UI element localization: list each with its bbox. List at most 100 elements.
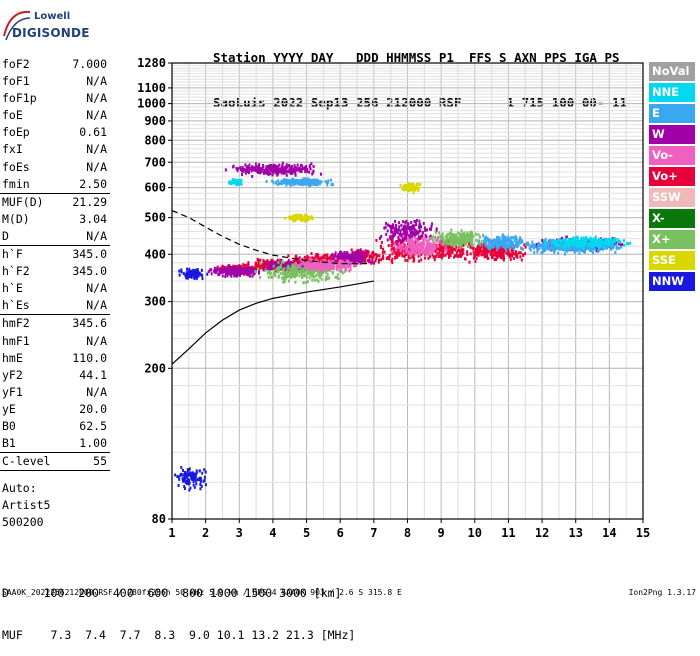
echo-point: [408, 240, 410, 243]
y-tick-label: 1000: [137, 97, 166, 111]
echo-point: [458, 239, 460, 242]
echo-point: [565, 243, 567, 246]
echo-point: [392, 226, 394, 229]
x-tick-label: 10: [468, 526, 482, 540]
echo-point: [288, 280, 290, 283]
echo-point: [301, 272, 303, 275]
echo-point: [299, 214, 301, 217]
echo-point: [486, 254, 488, 257]
echo-point: [442, 237, 444, 240]
echo-point: [409, 187, 411, 190]
echo-point: [309, 265, 311, 268]
echo-point: [278, 266, 280, 269]
echo-point: [541, 239, 543, 242]
echo-point: [395, 224, 397, 227]
echo-point: [430, 228, 432, 231]
echo-point: [418, 251, 420, 254]
x-tick-label: 13: [568, 526, 582, 540]
echo-point: [451, 238, 453, 241]
echo-point: [302, 262, 304, 265]
echo-point: [187, 275, 189, 278]
echo-point: [294, 281, 296, 284]
echo-point: [604, 238, 606, 241]
echo-point: [281, 181, 283, 184]
echo-point: [583, 242, 585, 245]
echo-point: [300, 168, 302, 171]
echo-point: [261, 167, 263, 170]
echo-point: [455, 245, 457, 248]
echo-point: [568, 246, 570, 249]
echo-point: [584, 246, 586, 249]
echo-point: [400, 249, 402, 252]
echo-point: [238, 179, 240, 182]
echo-point: [520, 241, 522, 244]
echo-point: [349, 265, 351, 268]
echo-point: [416, 183, 418, 186]
echo-point: [398, 228, 400, 231]
echo-point: [262, 259, 264, 262]
echo-point: [288, 182, 290, 185]
echo-point: [229, 270, 231, 273]
echo-point: [390, 231, 392, 234]
echo-point: [295, 174, 297, 177]
echo-point: [320, 180, 322, 183]
echo-point: [481, 240, 483, 243]
echo-point: [275, 171, 277, 174]
echo-point: [447, 233, 449, 236]
echo-point: [455, 248, 457, 251]
echo-point: [502, 252, 504, 255]
echo-point: [320, 264, 322, 267]
echo-point: [283, 277, 285, 280]
echo-point: [197, 268, 199, 271]
echo-point: [308, 181, 310, 184]
echo-point: [277, 261, 279, 264]
echo-point: [251, 270, 253, 273]
echo-point: [450, 243, 452, 246]
echo-point: [503, 242, 505, 245]
echo-point: [378, 254, 380, 257]
echo-point: [403, 252, 405, 255]
echo-point: [301, 179, 303, 182]
echo-point: [597, 245, 599, 248]
echo-point: [290, 276, 292, 279]
echo-point: [200, 477, 202, 480]
echo-point: [249, 167, 251, 170]
echo-point: [356, 254, 358, 257]
echo-point: [304, 266, 306, 269]
echo-point: [572, 248, 574, 251]
echo-point: [508, 242, 510, 245]
echo-point: [203, 468, 205, 471]
echo-point: [284, 166, 286, 169]
echo-point: [305, 168, 307, 171]
echo-point: [411, 243, 413, 246]
echo-point: [407, 237, 409, 240]
echo-point: [227, 267, 229, 270]
echo-point: [265, 269, 267, 272]
echo-point: [514, 244, 516, 247]
echo-point: [187, 478, 189, 481]
echo-point: [184, 472, 186, 475]
echo-point: [435, 250, 437, 253]
echo-point: [206, 273, 208, 276]
echo-point: [421, 234, 423, 237]
echo-point: [383, 227, 385, 230]
echo-point: [413, 225, 415, 228]
echo-point: [593, 243, 595, 246]
echo-point: [375, 239, 377, 242]
echo-point: [350, 257, 352, 260]
echo-point: [579, 252, 581, 255]
echo-point: [408, 250, 410, 253]
echo-point: [425, 239, 427, 242]
echo-point: [512, 243, 514, 246]
echo-point: [614, 240, 616, 243]
echo-point: [533, 247, 535, 250]
echo-point: [459, 246, 461, 249]
echo-point: [208, 270, 210, 273]
echo-point: [422, 231, 424, 234]
echo-point: [224, 270, 226, 273]
echo-point: [299, 274, 301, 277]
echo-point: [215, 271, 217, 274]
echo-point: [195, 271, 197, 274]
echo-point: [344, 252, 346, 255]
echo-point: [311, 256, 313, 259]
